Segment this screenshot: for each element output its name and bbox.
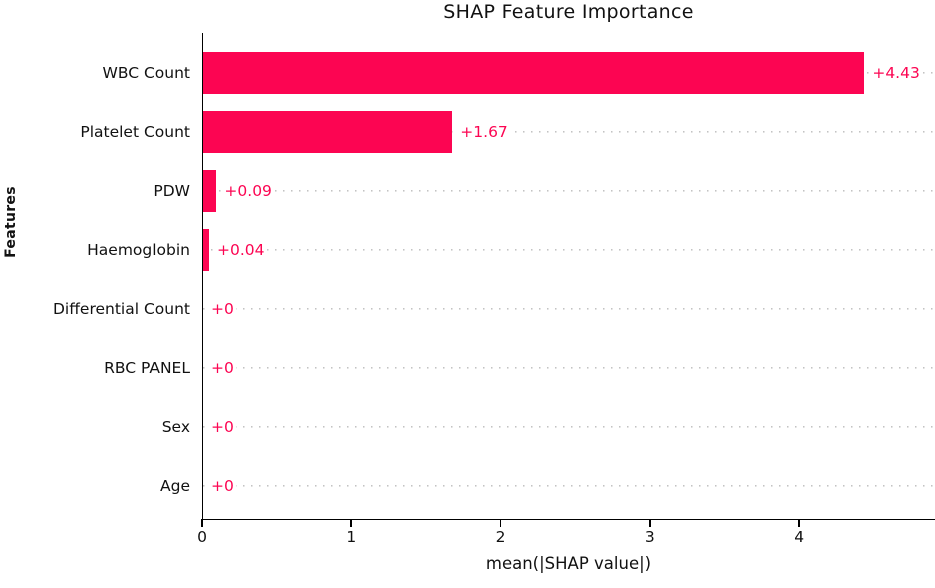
x-tick-mark xyxy=(649,519,651,527)
x-tick-label: 0 xyxy=(197,528,207,546)
value-label: +0 xyxy=(209,358,236,378)
x-tick-mark xyxy=(201,519,203,527)
x-tick-mark xyxy=(499,519,502,527)
value-label: +0.04 xyxy=(214,240,267,260)
gridline xyxy=(203,367,935,369)
category-label-sex: Sex xyxy=(161,418,190,436)
gridline xyxy=(203,485,935,487)
gridline xyxy=(203,190,935,192)
bar-wbc-count xyxy=(203,52,865,94)
category-label-platelet-count: Platelet Count xyxy=(80,123,190,141)
bar-pdw xyxy=(203,170,217,212)
category-label-haemoglobin: Haemoglobin xyxy=(87,241,190,259)
category-label-rbc-panel: RBC PANEL xyxy=(104,359,190,377)
gridline xyxy=(203,426,935,428)
x-tick-mark xyxy=(350,519,353,527)
category-label-pdw: PDW xyxy=(153,182,190,200)
gridline xyxy=(203,131,935,133)
x-tick-mark xyxy=(798,519,800,527)
value-label: +4.43 xyxy=(870,63,922,83)
value-label: +0 xyxy=(209,299,236,319)
bar-platelet-count xyxy=(203,111,453,153)
x-tick-label: 1 xyxy=(346,528,357,546)
value-label: +0 xyxy=(209,417,236,437)
value-label: +1.67 xyxy=(458,122,510,142)
value-label: +0.09 xyxy=(222,181,274,201)
category-label-age: Age xyxy=(160,477,190,495)
x-tick-label: 4 xyxy=(794,528,805,546)
gridline xyxy=(203,249,935,251)
chart-title: SHAP Feature Importance xyxy=(443,1,694,23)
plot-area xyxy=(202,33,935,520)
x-axis-label: mean(|SHAP value|) xyxy=(485,554,652,573)
bar-haemoglobin xyxy=(203,229,209,271)
category-label-wbc-count: WBC Count xyxy=(102,64,190,82)
x-tick-label: 3 xyxy=(644,528,655,546)
category-label-differential-count: Differential Count xyxy=(53,300,190,318)
y-axis-label: Features xyxy=(3,186,19,258)
x-tick-label: 2 xyxy=(495,528,506,546)
gridline xyxy=(203,308,935,310)
value-label: +0 xyxy=(209,476,236,496)
